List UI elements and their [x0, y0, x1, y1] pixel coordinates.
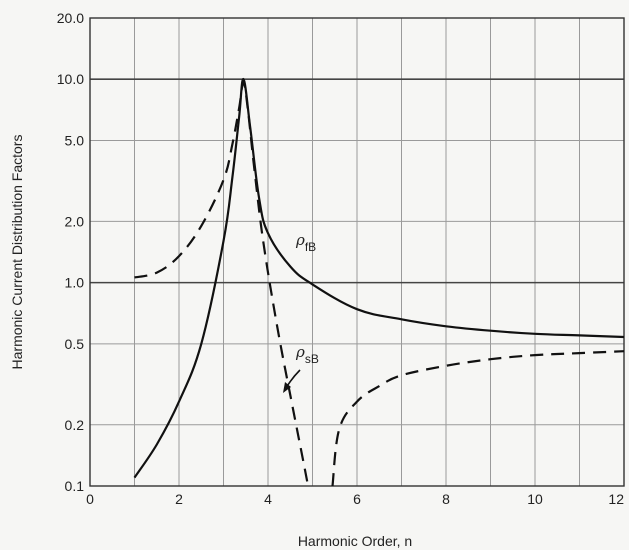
x-tick-label: 6 [353, 491, 361, 507]
y-tick-label: 5.0 [65, 132, 85, 148]
y-tick-label: 0.2 [65, 417, 85, 433]
series-line-sb [134, 81, 310, 487]
series-label-fb-main: ρ [295, 231, 305, 249]
series-label-fb-sub: fB [305, 240, 316, 254]
y-tick-label: 0.5 [65, 336, 85, 352]
y-tick-label: 2.0 [65, 213, 85, 229]
series-label-sb: ρsB [295, 343, 319, 366]
series-label-sb-arrowhead [283, 382, 291, 393]
x-axis-label: Harmonic Order, n [298, 533, 412, 549]
chart-series [133, 78, 625, 487]
y-tick-label: 10.0 [57, 71, 84, 87]
series-label-fb: ρfB [295, 231, 316, 254]
y-tick-label: 20.0 [57, 10, 84, 26]
x-tick-label: 8 [442, 491, 450, 507]
series-line-fb [133, 78, 625, 479]
series-line-sb [331, 350, 625, 487]
plot-frame [89, 17, 625, 487]
y-tick-label: 1.0 [65, 275, 85, 291]
x-tick-label: 4 [264, 491, 272, 507]
x-tick-label: 10 [527, 491, 543, 507]
x-tick-label: 12 [608, 491, 624, 507]
chart-grid [89, 17, 625, 487]
series-label-sb-main: ρ [295, 343, 305, 361]
chart-tick-labels: 0 2 4 6 8 10 12 0.1 0.2 0.5 1.0 2.0 5.0 10.0 20.0 [57, 10, 624, 507]
series-label-sb-sub: sB [305, 352, 319, 366]
y-axis-label: Harmonic Current Distribution Factors [9, 135, 25, 370]
y-tick-label: 0.1 [65, 478, 85, 494]
x-tick-label: 2 [175, 491, 183, 507]
x-tick-label: 0 [86, 491, 94, 507]
